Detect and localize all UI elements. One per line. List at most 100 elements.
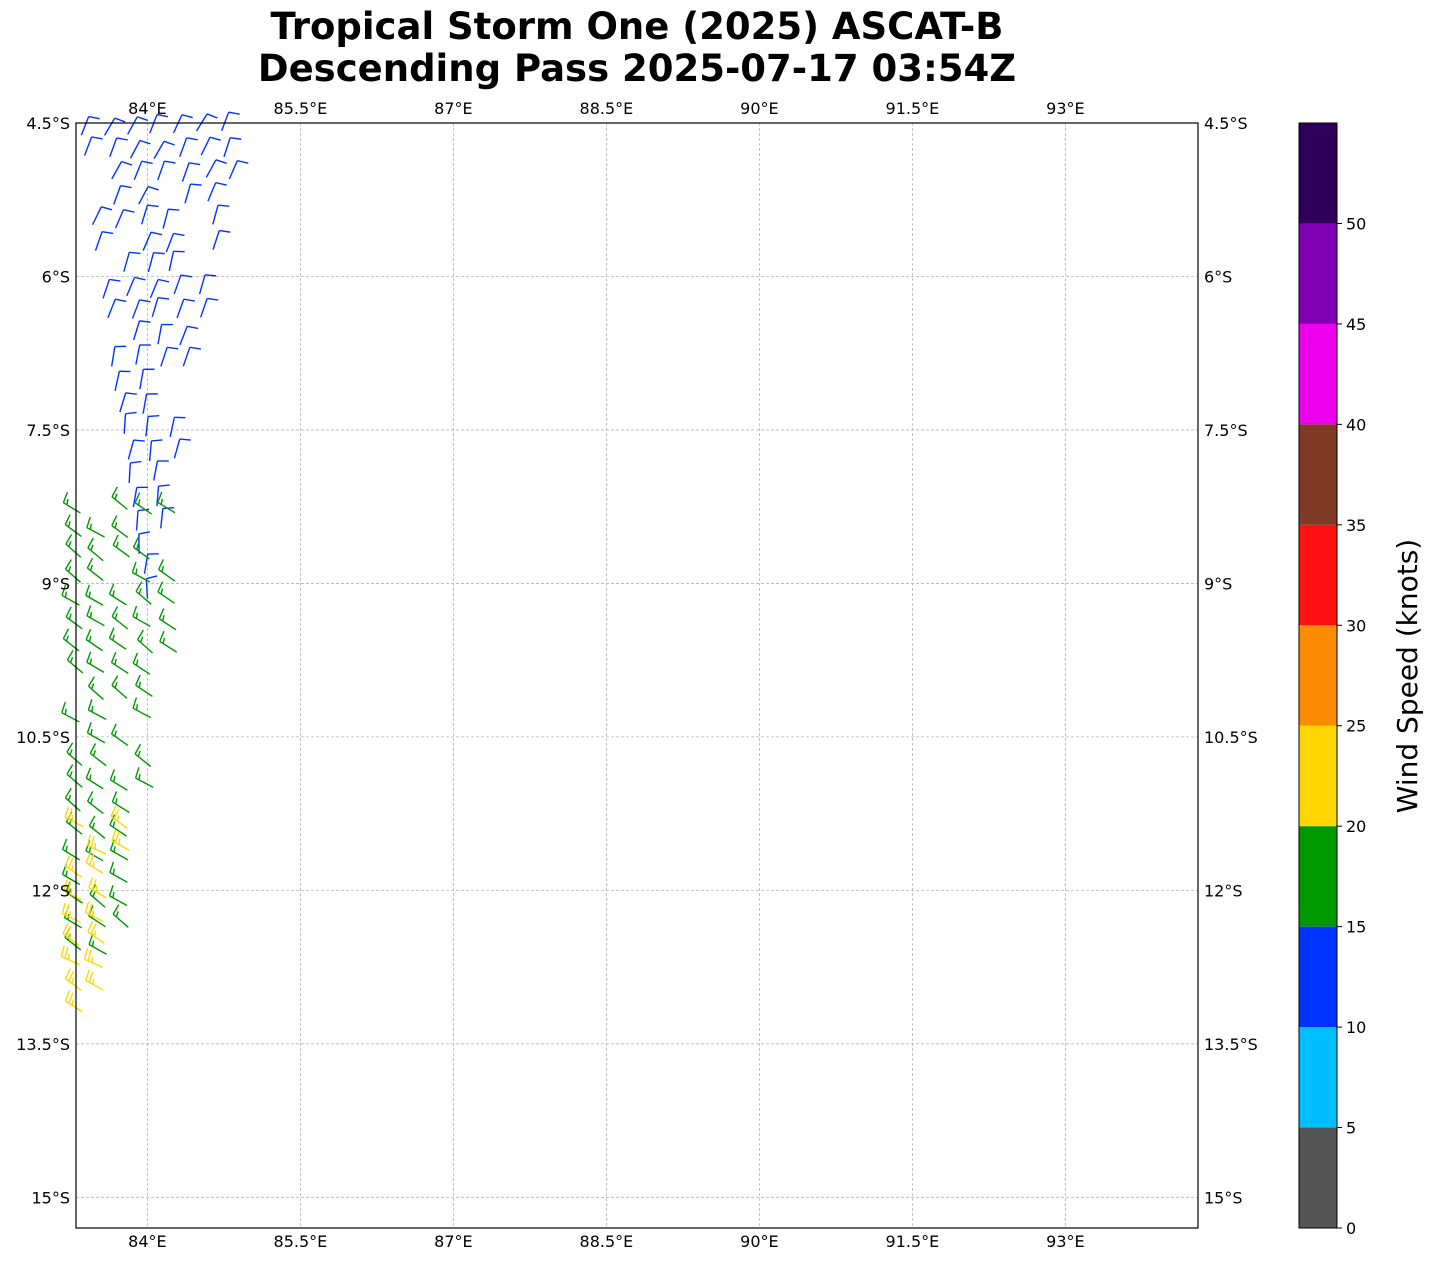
plot-frame [75, 122, 1199, 1229]
wind-barb [131, 299, 151, 319]
wind-barb [87, 676, 104, 701]
wind-barb [160, 346, 179, 367]
wind-barb [61, 902, 81, 923]
wind-barb [86, 605, 105, 627]
wind-barb [110, 651, 129, 675]
colorbar-tick-label: 45 [1346, 315, 1366, 334]
wind-barb [103, 117, 126, 136]
wind-barb [123, 411, 137, 434]
wind-barb [87, 699, 107, 721]
wind-barb [157, 160, 176, 181]
wind-barb [94, 231, 114, 251]
wind-barb [61, 838, 81, 861]
wind-barb [64, 514, 82, 537]
wind-barb [148, 439, 163, 461]
x-tick-label-top: 90°E [740, 99, 778, 118]
wind-barb [88, 933, 107, 955]
x-tick-label-bottom: 87°E [434, 1232, 472, 1251]
colorbar-label: Wind Speed (knots) [1391, 539, 1424, 813]
wind-barb [159, 630, 178, 653]
wind-barb [223, 137, 242, 157]
colorbar-tick-label: 20 [1346, 817, 1366, 836]
wind-barb [85, 767, 104, 790]
wind-barb [127, 439, 145, 460]
wind-barb [132, 320, 151, 341]
colorbar-segment [1299, 1027, 1337, 1128]
wind-barb [176, 298, 195, 319]
y-tick-label-right: 10.5°S [1204, 728, 1258, 747]
wind-barb [109, 769, 128, 791]
wind-barb [157, 491, 176, 514]
wind-barb [184, 183, 202, 204]
y-tick-label-right: 9°S [1204, 574, 1232, 593]
colorbar-tick-label: 30 [1346, 616, 1366, 635]
x-tick-label-bottom: 93°E [1046, 1232, 1084, 1251]
wind-barb [134, 767, 154, 788]
wind-barb [127, 116, 149, 135]
wind-barb [86, 516, 105, 538]
x-tick-label-bottom: 91.5°E [886, 1232, 940, 1251]
x-tick-label-top: 84°E [128, 99, 166, 118]
y-tick-label-left: 6°S [42, 267, 70, 286]
wind-barb [179, 137, 198, 157]
wind-barb [157, 559, 176, 582]
y-tick-label-left: 4.5°S [26, 114, 70, 133]
wind-barb [173, 274, 193, 295]
wind-barb [86, 722, 106, 744]
colorbar-tick-label: 5 [1346, 1119, 1356, 1138]
wind-barb [156, 484, 170, 507]
wind-barb [66, 764, 83, 788]
y-tick-label-left: 9°S [42, 574, 70, 593]
wind-barb [86, 834, 107, 855]
wind-barb [62, 628, 80, 652]
wind-barb [165, 232, 185, 253]
wind-barb [135, 508, 150, 531]
wind-barb [114, 208, 135, 229]
wind-barb [172, 114, 193, 134]
wind-barb [65, 811, 83, 835]
colorbar: 0 5 10 15 20 25 30 35 40 45 50 [1298, 122, 1366, 1238]
wind-barb [111, 160, 133, 180]
y-tick-label-left: 13.5°S [16, 1035, 70, 1054]
y-tick-label-right: 6°S [1204, 267, 1232, 286]
x-tick-label-bottom: 85.5°E [274, 1232, 328, 1251]
wind-barb [109, 137, 128, 158]
wind-barb [111, 829, 130, 852]
wind-barb [149, 278, 170, 299]
x-tick-label-bottom: 88.5°E [580, 1232, 634, 1251]
colorbar-segment [1299, 223, 1337, 324]
wind-barb [64, 806, 84, 828]
colorbar-segment [1299, 323, 1337, 425]
x-tick-label-top: 87°E [434, 99, 472, 118]
y-tick-label-left: 10.5°S [16, 728, 70, 747]
wind-barb [162, 208, 180, 229]
wind-barb [135, 581, 152, 605]
wind-barb [110, 806, 128, 829]
wind-barb [142, 231, 163, 251]
wind-barb [149, 113, 169, 134]
wind-barb [64, 855, 83, 878]
wind-barb [123, 251, 141, 272]
wind-barb [153, 460, 169, 481]
wind-barb [85, 628, 104, 652]
wind-barb [111, 606, 129, 630]
x-tick-label-bottom: 84°E [128, 1232, 166, 1251]
wind-barb [83, 136, 103, 156]
wind-barb [114, 370, 131, 391]
wind-barb [64, 787, 81, 812]
wind-barb [128, 460, 142, 483]
wind-barb [135, 674, 153, 697]
colorbar-segment [1299, 826, 1337, 927]
colorbar-tick-label: 40 [1346, 415, 1366, 434]
wind-barb [157, 581, 175, 604]
colorbar-tick-label: 25 [1346, 717, 1366, 736]
colorbar-segment [1299, 725, 1337, 827]
y-tick-label-right: 12°S [1204, 881, 1243, 900]
wind-barb [108, 583, 127, 606]
colorbar-segment [1299, 123, 1337, 224]
wind-barb [142, 393, 158, 414]
wind-barb [205, 159, 227, 178]
wind-barb [87, 537, 104, 562]
wind-barb [110, 723, 129, 747]
